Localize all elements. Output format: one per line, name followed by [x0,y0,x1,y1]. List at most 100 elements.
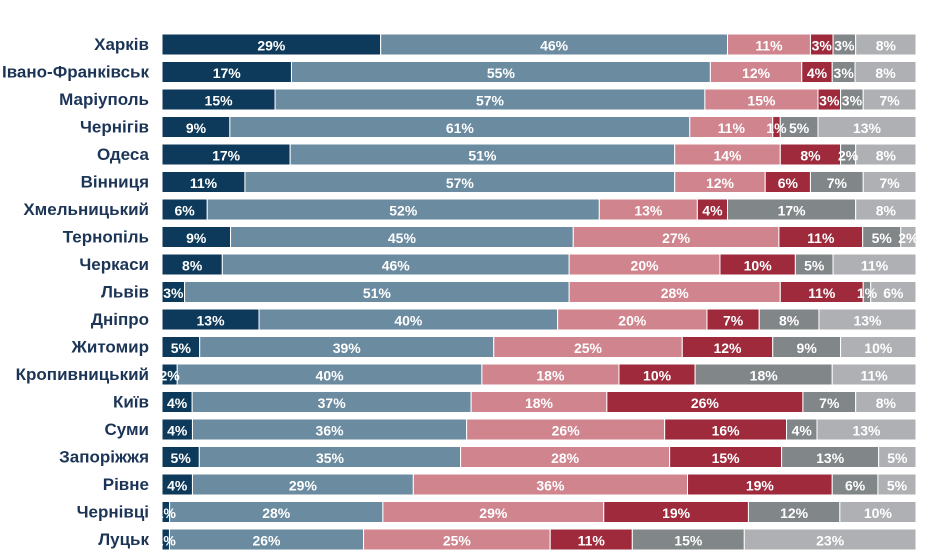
data-label: 10% [864,340,893,356]
category-label: Вінниця [81,173,149,192]
data-label: 7% [819,395,840,411]
data-label: 26% [691,395,720,411]
bar-segment [855,391,917,413]
category-label: Чернігів [80,118,149,137]
data-label: 8% [875,65,896,81]
data-label: 3% [834,38,855,54]
data-label: 8% [779,313,800,329]
data-label: 1% [156,533,177,549]
data-label: 2% [160,368,181,384]
category-label: Івано-Франківськ [2,63,149,82]
bar-segment [862,88,917,111]
bar-segment [862,171,917,193]
data-label: 3% [842,93,863,109]
data-label: 15% [712,450,741,466]
bar-segment [816,418,917,441]
category-label: Маріуполь [59,90,149,109]
data-label: 8% [182,258,203,274]
data-label: 29% [479,505,508,521]
data-label: 10% [864,505,893,521]
data-label: 20% [618,313,647,329]
data-label: 57% [476,93,505,109]
data-label: 3% [812,38,833,54]
data-label: 36% [536,478,565,494]
data-label: 7% [879,175,900,191]
data-label: 11% [808,285,836,301]
data-label: 17% [213,65,242,81]
data-label: 5% [171,450,192,466]
data-label: 5% [887,478,908,494]
data-label: 6% [175,203,196,219]
data-label: 4% [167,478,188,494]
data-label: 6% [845,478,866,494]
bar-segment [832,253,917,276]
category-label: Дніпро [91,310,149,329]
data-label: 4% [807,65,828,81]
data-label: 15% [674,533,703,549]
bar-segment [743,528,917,551]
data-label: 29% [257,38,286,54]
data-label: 1% [766,120,787,136]
category-label: Черкаси [79,255,149,274]
data-label: 2% [838,148,859,164]
data-label: 7% [879,93,900,109]
bar-segment [855,33,917,56]
data-label: 18% [525,395,554,411]
category-label: Запоріжжя [59,448,149,467]
data-label: 8% [876,148,897,164]
data-label: 5% [171,340,192,356]
data-label: 46% [382,258,411,274]
data-label: 13% [853,313,882,329]
data-label: 5% [804,258,825,274]
data-label: 1% [156,505,177,521]
bar-segment [855,198,917,221]
data-label: 5% [887,450,908,466]
data-label: 8% [876,203,897,219]
data-label: 7% [827,175,848,191]
data-label: 9% [186,230,207,246]
bar-segment [870,281,917,303]
data-label: 8% [876,38,897,54]
data-label: 2% [898,230,919,246]
data-label: 11% [860,368,888,384]
data-label: 4% [167,395,188,411]
data-label: 27% [662,230,691,246]
data-label: 20% [631,258,660,274]
bar-segment [818,308,917,331]
data-label: 16% [712,423,741,439]
data-label: 3% [163,285,184,301]
data-label: 29% [289,478,318,494]
data-label: 12% [742,65,771,81]
data-label: 19% [746,478,775,494]
data-label: 15% [205,93,234,109]
category-label: Житомир [71,338,150,357]
data-label: 26% [552,423,581,439]
data-label: 11% [190,175,218,191]
data-label: 10% [643,368,672,384]
data-label: 8% [800,148,821,164]
data-label: 12% [706,175,735,191]
category-label: Рівне [103,475,149,494]
category-labels: Харків Івано-Франківськ Маріуполь Чернігів О… [2,35,150,549]
data-label: 6% [778,175,799,191]
data-label: 17% [212,148,241,164]
category-label: Київ [113,393,149,412]
data-label: 4% [702,203,723,219]
bar-segment [839,501,917,523]
data-label: 18% [536,368,565,384]
data-label: 4% [167,423,188,439]
data-label: 15% [747,93,776,109]
data-label: 25% [574,340,603,356]
data-label: 11% [578,533,606,549]
bar-segment [817,116,917,138]
data-label: 52% [389,203,418,219]
data-label: 7% [723,313,744,329]
data-label: 23% [816,533,845,549]
data-label: 12% [780,505,809,521]
data-label: 12% [713,340,742,356]
data-label: 40% [316,368,345,384]
data-label: 5% [789,120,810,136]
data-label: 8% [876,395,897,411]
data-label: 36% [316,423,345,439]
